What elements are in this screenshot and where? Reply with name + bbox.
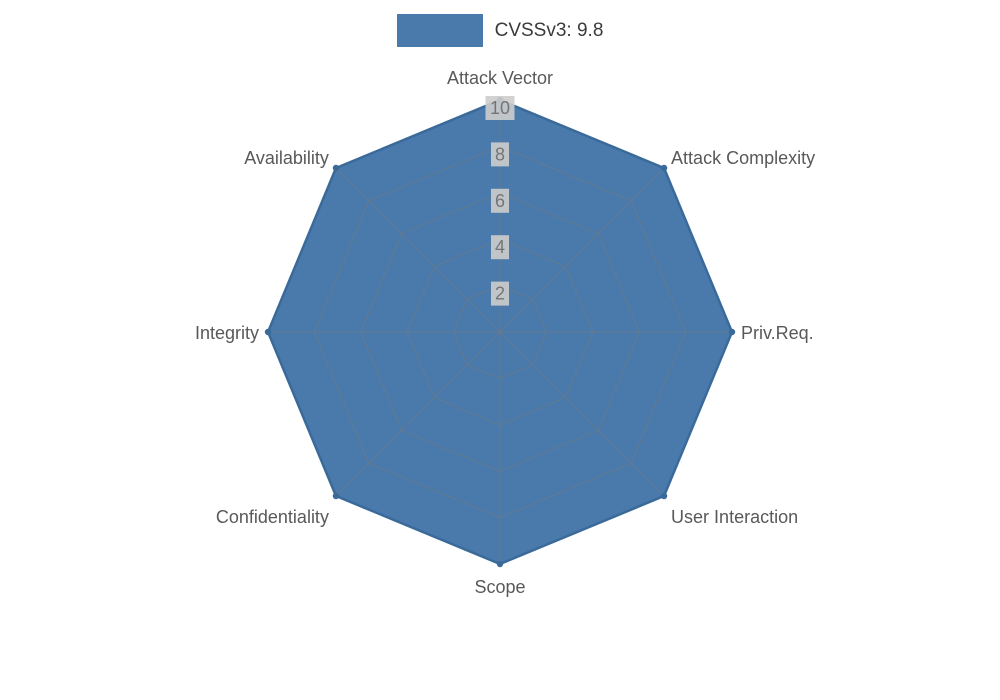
grid-spoke	[335, 167, 501, 333]
axis-label-availability: Availability	[244, 148, 329, 168]
radar-vertex-marker	[660, 492, 668, 500]
grid-spoke	[499, 167, 665, 333]
axis-label-attack-vector: Attack Vector	[447, 68, 553, 88]
radar-vertex-marker	[728, 328, 736, 336]
grid-spoke	[335, 331, 501, 497]
grid-spoke	[499, 331, 665, 497]
tick-label: 8	[495, 144, 505, 164]
axis-label-confidentiality: Confidentiality	[216, 507, 329, 527]
tick-label: 6	[495, 191, 505, 211]
axis-label-priv-req: Priv.Req.	[741, 323, 814, 343]
tick-label: 4	[495, 237, 505, 257]
tick-label: 2	[495, 284, 505, 304]
tick-label-bg	[491, 235, 509, 260]
tick-label: 10	[490, 98, 510, 118]
tick-label-bg	[491, 142, 509, 167]
tick-label-bg	[485, 96, 515, 120]
radar-vertex-marker	[264, 328, 272, 336]
legend: CVSSv3: 9.8	[0, 14, 1000, 47]
axis-label-integrity: Integrity	[195, 323, 259, 343]
radar-vertex-marker	[332, 164, 340, 172]
axis-label-attack-complexity: Attack Complexity	[671, 148, 815, 168]
axis-label-user-interaction: User Interaction	[671, 507, 798, 527]
radar-vertex-marker	[660, 164, 668, 172]
legend-label: CVSSv3: 9.8	[494, 19, 604, 41]
legend-swatch	[396, 14, 483, 47]
axis-label-scope: Scope	[474, 577, 525, 597]
tick-label-bg	[491, 281, 509, 306]
tick-label-bg	[491, 188, 509, 213]
radar-vertex-marker	[332, 492, 340, 500]
radar-vertex-marker	[496, 560, 504, 568]
